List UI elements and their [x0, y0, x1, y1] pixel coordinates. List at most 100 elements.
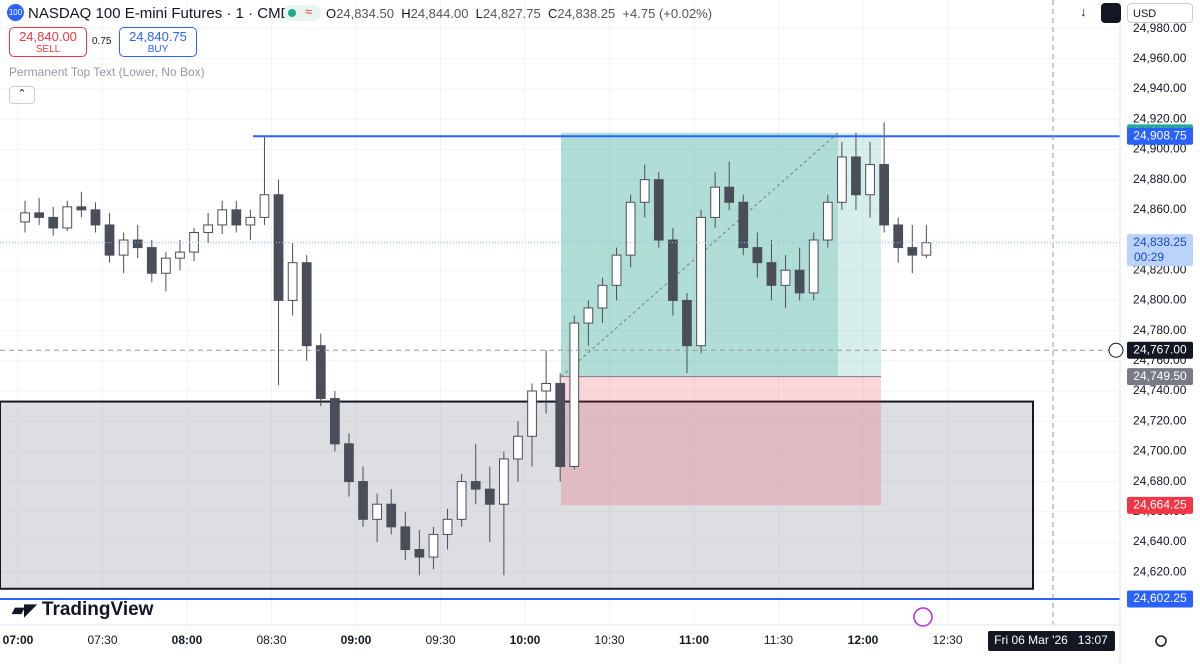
change: +4.75 (+0.02%) [622, 6, 713, 21]
time-tooltip-label: Fri 06 Mar '26 13:07 [994, 633, 1108, 647]
candle-body [358, 481, 368, 520]
candle-body [20, 212, 30, 223]
scale-button[interactable]: ↓ [1080, 4, 1087, 19]
candle-body [315, 345, 326, 400]
candle-body [484, 488, 495, 505]
price-badge [1127, 234, 1193, 267]
price-badge [1127, 368, 1193, 386]
candle-body [780, 269, 791, 286]
candle-body [808, 239, 819, 294]
y-tick-label: 24,800.00 [1133, 293, 1187, 307]
x-tick-label: 11:00 [679, 633, 709, 647]
price-axis [1120, 0, 1200, 664]
currency-select[interactable]: USD [1127, 3, 1193, 23]
candle-body [724, 186, 735, 203]
candle-body [146, 247, 157, 274]
x-tick-label: 12:30 [932, 633, 962, 647]
candle-body [34, 212, 44, 218]
ohlc-value: 24,827.75 [482, 6, 541, 21]
candle-body [442, 518, 453, 535]
x-tick-label: 07:00 [3, 633, 34, 647]
candle-body [682, 299, 692, 347]
sell-label: SELL [35, 44, 61, 55]
candle-body [330, 398, 340, 445]
crosshair-plus [1108, 342, 1124, 358]
candle-body [217, 209, 228, 226]
candle-body [372, 503, 382, 520]
candle-body [653, 179, 664, 241]
candle-body [470, 481, 481, 490]
candle-body [259, 194, 270, 218]
x-tick-label: 09:30 [425, 633, 455, 647]
ohlc-label: H [401, 6, 411, 21]
price-badge [1127, 590, 1193, 608]
x-tick-label: 08:30 [256, 633, 286, 647]
symbol-title[interactable]: NASDAQ 100 E-mini Futures · 1 · CME [28, 5, 291, 22]
loss-zone [561, 376, 881, 506]
candle-body [428, 533, 439, 558]
candle-body [104, 224, 115, 256]
price-badge [1127, 341, 1193, 359]
candle-body [893, 224, 904, 249]
price-badge-label: 24,838.25 [1133, 235, 1187, 249]
candle-body [90, 209, 101, 226]
x-tick-label: 08:00 [172, 633, 203, 647]
collapse-button[interactable]: ⌃ [9, 86, 35, 104]
candle-body [344, 443, 354, 483]
y-tick-label: 24,920.00 [1133, 111, 1187, 125]
candle-body [569, 322, 580, 467]
candle-body [766, 262, 777, 286]
candle-body [287, 262, 298, 301]
symbol-icon: 100 [7, 4, 24, 21]
candle-body [921, 242, 932, 256]
price-badge-label: 24,767.00 [1133, 342, 1187, 356]
candle-body [696, 216, 706, 347]
y-tick-label: 24,960.00 [1133, 51, 1187, 65]
candle-body [837, 156, 847, 203]
sell-button[interactable]: 24,840.00 SELL [9, 27, 87, 57]
spread: 0.75 [92, 36, 112, 47]
candle-body [456, 481, 467, 520]
price-badge-label: 24,908.75 [1133, 128, 1187, 142]
candle-body [513, 435, 523, 460]
ohlc-value: 24,838.25 [557, 6, 616, 21]
candle-body [794, 269, 805, 294]
status: ≈ [283, 4, 321, 21]
ohlc: O24,834.50 H24,844.00 L24,827.75 C24,838… [326, 6, 712, 21]
buy-button[interactable]: 24,840.75 BUY [119, 27, 197, 57]
settings-icon [1155, 635, 1167, 647]
candle-body [625, 201, 636, 256]
sell-price: 24,840.00 [19, 29, 77, 44]
y-tick-label: 24,940.00 [1133, 81, 1187, 95]
candle-body [907, 247, 918, 256]
x-tick-label: 10:30 [594, 633, 624, 647]
candle-body [400, 526, 411, 551]
candle-body [499, 458, 509, 505]
brand-logo: ▰◤ TradingView [12, 599, 154, 620]
buy-label: BUY [147, 44, 169, 55]
time-tooltip [988, 631, 1115, 651]
candle-body [48, 216, 59, 229]
candle-body [710, 186, 720, 218]
candle-body [822, 201, 833, 241]
candle-body [203, 224, 213, 233]
y-tick-label: 24,900.00 [1133, 142, 1187, 156]
ohlc-label: L [475, 6, 483, 21]
candle-body [583, 307, 594, 324]
candle-body [245, 216, 256, 226]
ohlc-label: O [326, 6, 337, 21]
candle-body [668, 239, 678, 301]
candle-body [231, 209, 242, 226]
ohlc-value: 24,834.50 [336, 6, 394, 21]
candle-body [752, 247, 763, 264]
y-tick-label: 24,620.00 [1133, 564, 1187, 578]
layout-button[interactable] [1101, 3, 1121, 23]
candle-body [738, 201, 749, 249]
price-badge [1127, 127, 1193, 145]
x-tick-label: 12:00 [848, 633, 879, 647]
candle-body [132, 239, 143, 249]
candle-body [273, 194, 284, 301]
indicator-label[interactable]: Permanent Top Text (Lower, No Box) [9, 65, 205, 79]
candle-body [865, 164, 875, 196]
